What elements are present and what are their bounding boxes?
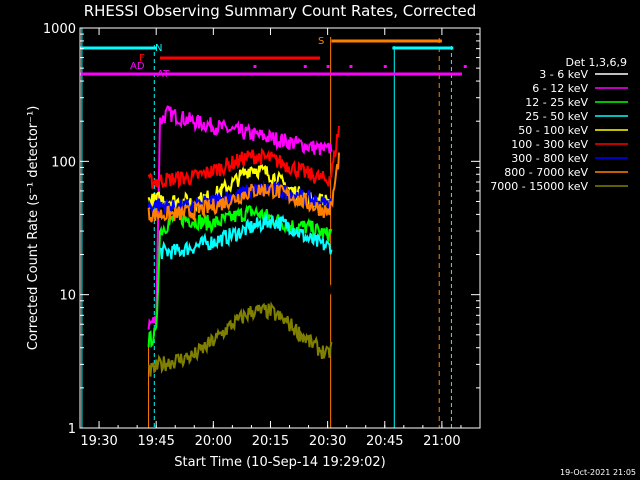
- series-layer: [147, 105, 340, 377]
- legend-entry-label: 100 - 300 keV: [511, 138, 588, 151]
- x-tick-label: 20:45: [366, 434, 403, 449]
- attenuator-dot: [253, 65, 257, 68]
- series-line: [147, 105, 333, 330]
- axes: 19:30 19:45 20:00 20:15 20:30 20:45 21:00 1 10 10…: [43, 22, 481, 449]
- series-line: [159, 214, 333, 260]
- legend-entry-label: 3 - 6 keV: [539, 68, 588, 81]
- legend-entry-label: 12 - 25 keV: [525, 96, 588, 109]
- attenuator-dot: [349, 65, 353, 68]
- date-stamp: 19-Oct-2021 21:05: [560, 468, 636, 477]
- legend-entry-label: 800 - 7000 keV: [504, 166, 588, 179]
- saa-label: S: [318, 36, 324, 47]
- attenuator-at-label: AT: [157, 69, 170, 80]
- x-tick-label: 20:15: [252, 434, 289, 449]
- y-tick-label: 100: [51, 155, 76, 170]
- night-label: N: [155, 43, 162, 54]
- legend-entry-label: 7000 - 15000 keV: [490, 180, 588, 193]
- chart-title: RHESSI Observing Summary Count Rates, Co…: [84, 2, 477, 20]
- plot-frame: [79, 27, 481, 429]
- observing-flags: NF S AD AT: [80, 28, 467, 428]
- series-line: [147, 180, 333, 217]
- series-line: [147, 152, 340, 223]
- attenuator-ad-label: AD: [130, 61, 145, 72]
- series-line: [147, 125, 340, 189]
- legend-title: Det 1,3,6,9: [565, 56, 627, 69]
- series-line: [159, 261, 333, 300]
- x-tick-label: 20:30: [309, 434, 346, 449]
- legend-entry-label: 25 - 50 keV: [525, 110, 588, 123]
- attenuator-dot: [383, 65, 387, 68]
- x-tick-label: 21:00: [423, 434, 460, 449]
- flare-label: F: [139, 53, 145, 64]
- attenuator-dot: [303, 65, 307, 68]
- y-tick-label: 1: [68, 422, 76, 437]
- x-tick-label: 19:30: [80, 434, 117, 449]
- y-tick-label: 1000: [43, 22, 76, 37]
- x-tick-label: 20:00: [195, 434, 232, 449]
- legend-entry-label: 50 - 100 keV: [518, 124, 588, 137]
- series-line: [147, 301, 333, 377]
- y-axis-label: Corrected Count Rate (s⁻¹ detector⁻¹): [26, 106, 41, 351]
- legend-entry-label: 300 - 800 keV: [511, 152, 588, 165]
- x-axis-label: Start Time (10-Sep-14 19:29:02): [174, 455, 385, 470]
- y-tick-label: 10: [59, 289, 76, 304]
- attenuator-dot: [463, 65, 467, 68]
- attenuator-dot: [326, 65, 330, 68]
- x-tick-label: 19:45: [137, 434, 174, 449]
- legend-entry-label: 6 - 12 keV: [532, 82, 588, 95]
